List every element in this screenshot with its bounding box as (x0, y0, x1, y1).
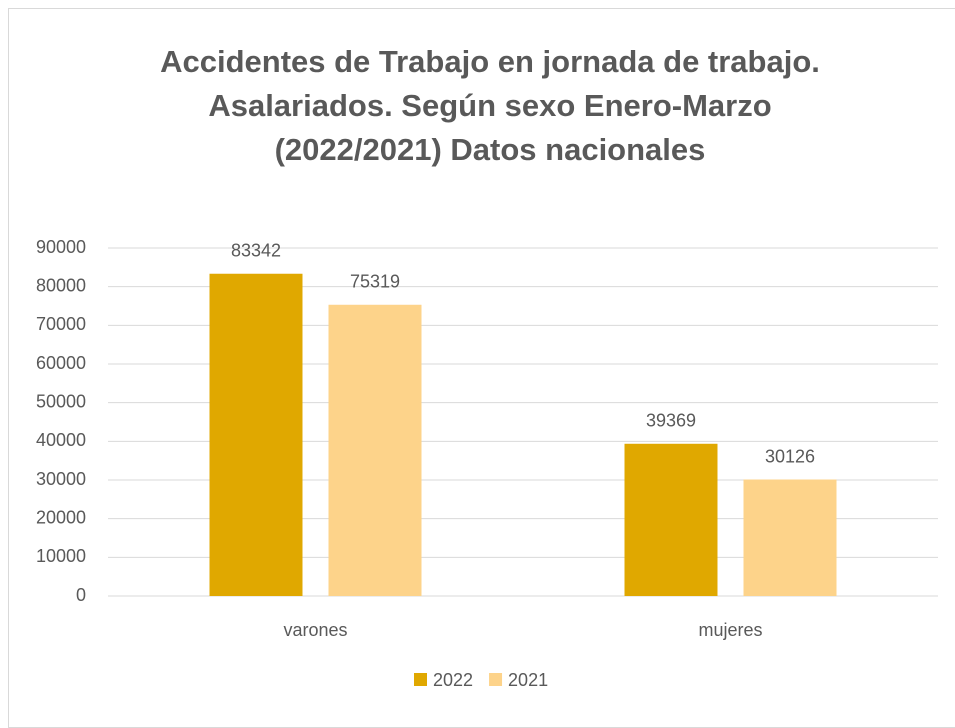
bar (209, 273, 303, 596)
bar (743, 479, 837, 596)
x-tick-label: varones (283, 620, 347, 640)
legend-label: 2021 (508, 670, 548, 690)
y-tick-label: 50000 (36, 391, 86, 411)
y-tick-label: 0 (76, 585, 86, 605)
legend-label: 2022 (433, 670, 473, 690)
y-tick-label: 90000 (36, 237, 86, 257)
legend-swatch (414, 673, 427, 686)
legend-swatch (489, 673, 503, 686)
chart: 0 10000 20000 30000 40000 50000 60000 70000 8000… (36, 237, 938, 690)
x-tick-label: mujeres (698, 620, 762, 640)
y-tick-label: 30000 (36, 469, 86, 489)
data-label: 83342 (231, 240, 281, 260)
data-label: 75319 (350, 272, 400, 292)
data-label: 30126 (765, 446, 815, 466)
y-tick-label: 70000 (36, 314, 86, 334)
y-tick-label: 10000 (36, 546, 86, 566)
data-label: 39369 (646, 411, 696, 431)
y-tick-label: 40000 (36, 430, 86, 450)
y-tick-label: 60000 (36, 353, 86, 373)
bar (624, 443, 718, 596)
chart-title: Accidentes de Trabajo en jornada de trab… (160, 44, 820, 167)
page: Accidentes de Trabajo en jornada de trab… (8, 8, 955, 728)
bar (328, 304, 422, 596)
y-tick-label: 20000 (36, 507, 86, 527)
y-tick-label: 80000 (36, 275, 86, 295)
